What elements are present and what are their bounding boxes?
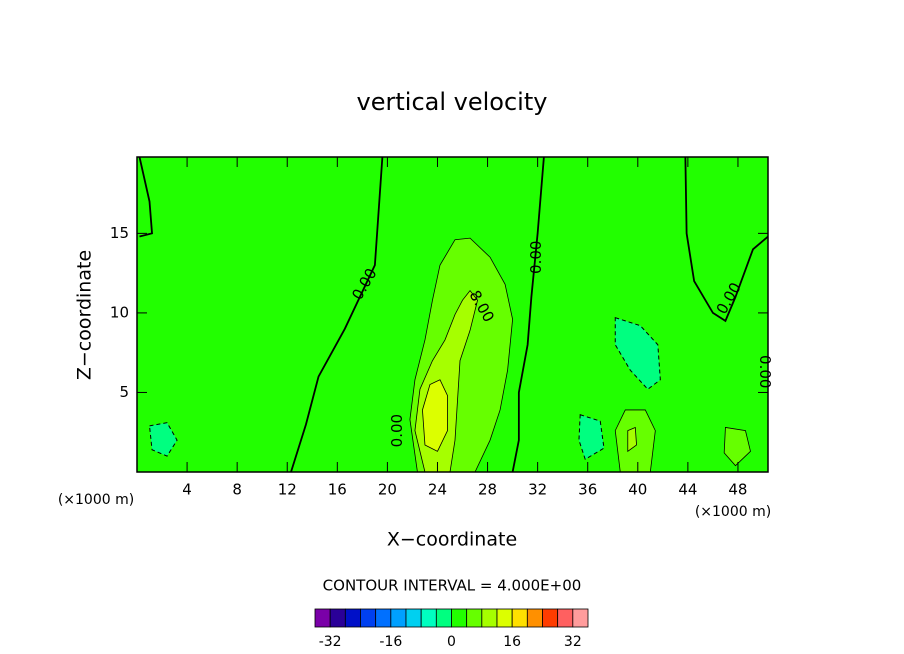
colorbar-box — [360, 608, 377, 628]
colorbar-box — [481, 608, 498, 628]
colorbar-box — [375, 608, 392, 628]
chart-title: vertical velocity — [357, 88, 548, 116]
x-tick-label: 32 — [528, 481, 547, 499]
x-unit: (×1000 m) — [58, 492, 134, 508]
contour-label: 0.00 — [527, 241, 545, 274]
x-tick-label: 28 — [478, 481, 497, 499]
contour-region — [614, 316, 661, 390]
zero-contour — [684, 157, 768, 323]
x-tick-label: 44 — [678, 481, 697, 499]
colorbar-label: 0 — [447, 634, 456, 650]
colorbar-box — [451, 608, 468, 628]
contour-region — [148, 422, 178, 457]
x-unit: (×1000 m) — [695, 504, 771, 520]
x-tick-label: 20 — [378, 481, 397, 499]
colorbar-box — [314, 608, 331, 628]
y-tick-label: 10 — [110, 303, 129, 321]
colorbar-box — [390, 608, 407, 628]
x-tick-label: 36 — [578, 481, 597, 499]
x-tick-label: 8 — [232, 481, 242, 499]
contour-region — [578, 414, 605, 461]
colorbar-box — [420, 608, 437, 628]
colorbar-box — [435, 608, 452, 628]
y-tick-label: 15 — [110, 224, 129, 242]
colorbar-box — [466, 608, 483, 628]
colorbar-label: -16 — [379, 634, 402, 650]
y-tick-label: 5 — [119, 383, 129, 401]
x-axis-label: X−coordinate — [387, 529, 517, 551]
colorbar-box — [526, 608, 543, 628]
colorbar-box — [496, 608, 513, 628]
y-axis-label: Z−coordinate — [74, 250, 96, 380]
contour-region — [723, 426, 751, 467]
colorbar-box — [557, 608, 574, 628]
colorbar-box — [344, 608, 361, 628]
x-tick-label: 12 — [278, 481, 297, 499]
contour-label: 0.00 — [388, 414, 406, 447]
colorbar-label: 16 — [503, 634, 521, 650]
zero-contour — [511, 157, 545, 472]
field — [138, 157, 768, 472]
x-tick-label: 48 — [728, 481, 747, 499]
x-tick-label: 4 — [182, 481, 192, 499]
colorbar-box — [542, 608, 559, 628]
colorbar-label: 32 — [564, 634, 582, 650]
colorbar-box — [511, 608, 528, 628]
zero-contour — [138, 157, 153, 238]
x-tick-label: 16 — [328, 481, 347, 499]
zero-contour — [290, 157, 384, 472]
colorbar-box — [405, 608, 422, 628]
contour-region — [422, 379, 448, 452]
x-tick-label: 24 — [428, 481, 447, 499]
x-tick-label: 40 — [628, 481, 647, 499]
plot-frame — [136, 156, 769, 473]
contour-region — [627, 426, 637, 453]
colorbar-box — [572, 608, 589, 628]
colorbar-box — [329, 608, 346, 628]
contour-label: 0.00 — [756, 355, 774, 388]
contour-note: CONTOUR INTERVAL = 4.000E+00 — [323, 577, 582, 595]
colorbar-label: -32 — [319, 634, 342, 650]
